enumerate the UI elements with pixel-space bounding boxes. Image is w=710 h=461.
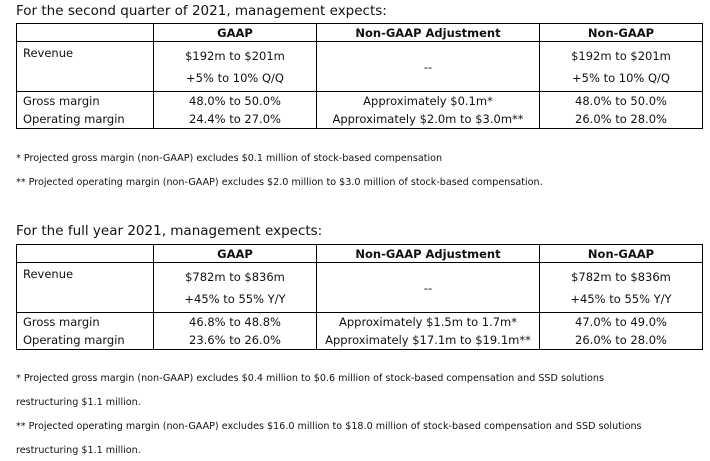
- gaap-operating-margin: 24.4% to 27.0%: [153, 110, 317, 129]
- gaap-revenue-cell: $192m to $201m +5% to 10% Q/Q: [153, 41, 317, 92]
- row-label-gross-margin: Gross margin: [16, 312, 154, 331]
- non-gaap-revenue-growth: +45% to 55% Y/Y: [570, 291, 672, 306]
- header-gaap: GAAP: [153, 23, 317, 42]
- non-gaap-gross-margin: 48.0% to 50.0%: [539, 91, 703, 110]
- adjustment-revenue: --: [316, 262, 540, 313]
- header-cell-blank: [16, 23, 154, 42]
- non-gaap-revenue-range: $192m to $201m: [571, 48, 671, 63]
- gaap-revenue-cell: $782m to $836m +45% to 55% Y/Y: [153, 262, 317, 313]
- table-row-revenue: Revenue $782m to $836m +45% to 55% Y/Y -…: [16, 262, 703, 313]
- non-gaap-revenue-growth: +5% to 10% Q/Q: [572, 70, 670, 85]
- non-gaap-revenue-range: $782m to $836m: [571, 269, 671, 284]
- row-label-operating-margin: Operating margin: [16, 331, 154, 350]
- adjustment-revenue: --: [316, 41, 540, 92]
- fy-footnote-operating-margin-continued: restructuring $1.1 million.: [16, 445, 141, 456]
- table-row-operating-margin: Operating margin 24.4% to 27.0% Approxim…: [16, 110, 703, 129]
- non-gaap-operating-margin: 26.0% to 28.0%: [539, 110, 703, 129]
- fy-intro: For the full year 2021, management expec…: [16, 223, 323, 239]
- gaap-revenue-range: $192m to $201m: [185, 48, 285, 63]
- q2-guidance-table: GAAP Non-GAAP Adjustment Non-GAAP Revenu…: [16, 23, 703, 129]
- header-gaap: GAAP: [153, 244, 317, 263]
- row-label-operating-margin: Operating margin: [16, 110, 154, 129]
- header-non-gaap: Non-GAAP: [539, 23, 703, 42]
- adjustment-operating-margin: Approximately $2.0m to $3.0m**: [316, 110, 540, 129]
- header-non-gaap-adjustment: Non-GAAP Adjustment: [316, 23, 540, 42]
- table-row-operating-margin: Operating margin 23.6% to 26.0% Approxim…: [16, 331, 703, 350]
- row-label-gross-margin: Gross margin: [16, 91, 154, 110]
- table-row-gross-margin: Gross margin 46.8% to 48.8% Approximatel…: [16, 312, 703, 331]
- table-row-gross-margin: Gross margin 48.0% to 50.0% Approximatel…: [16, 91, 703, 110]
- table-header-row: GAAP Non-GAAP Adjustment Non-GAAP: [16, 23, 703, 42]
- fy-guidance-table: GAAP Non-GAAP Adjustment Non-GAAP Revenu…: [16, 244, 703, 350]
- gaap-revenue-range: $782m to $836m: [185, 269, 285, 284]
- adjustment-gross-margin: Approximately $0.1m*: [316, 91, 540, 110]
- non-gaap-gross-margin: 47.0% to 49.0%: [539, 312, 703, 331]
- non-gaap-revenue-cell: $782m to $836m +45% to 55% Y/Y: [539, 262, 703, 313]
- gaap-gross-margin: 46.8% to 48.8%: [153, 312, 317, 331]
- header-cell-blank: [16, 244, 154, 263]
- header-non-gaap-adjustment: Non-GAAP Adjustment: [316, 244, 540, 263]
- row-label-revenue: Revenue: [16, 41, 154, 92]
- row-label-revenue: Revenue: [16, 262, 154, 313]
- q2-intro: For the second quarter of 2021, manageme…: [16, 3, 387, 19]
- header-non-gaap: Non-GAAP: [539, 244, 703, 263]
- table-header-row: GAAP Non-GAAP Adjustment Non-GAAP: [16, 244, 703, 263]
- q2-footnote-operating-margin: ** Projected operating margin (non-GAAP)…: [16, 177, 543, 188]
- non-gaap-revenue-cell: $192m to $201m +5% to 10% Q/Q: [539, 41, 703, 92]
- fy-footnote-gross-margin-continued: restructuring $1.1 million.: [16, 397, 141, 408]
- gaap-revenue-growth: +45% to 55% Y/Y: [184, 291, 286, 306]
- gaap-revenue-growth: +5% to 10% Q/Q: [186, 70, 284, 85]
- gaap-gross-margin: 48.0% to 50.0%: [153, 91, 317, 110]
- q2-footnote-gross-margin: * Projected gross margin (non-GAAP) excl…: [16, 153, 443, 164]
- adjustment-operating-margin: Approximately $17.1m to $19.1m**: [316, 331, 540, 350]
- adjustment-gross-margin: Approximately $1.5m to 1.7m*: [316, 312, 540, 331]
- gaap-operating-margin: 23.6% to 26.0%: [153, 331, 317, 350]
- table-row-revenue: Revenue $192m to $201m +5% to 10% Q/Q --…: [16, 41, 703, 92]
- fy-footnote-operating-margin: ** Projected operating margin (non-GAAP)…: [16, 421, 642, 432]
- fy-footnote-gross-margin: * Projected gross margin (non-GAAP) excl…: [16, 373, 604, 384]
- non-gaap-operating-margin: 26.0% to 28.0%: [539, 331, 703, 350]
